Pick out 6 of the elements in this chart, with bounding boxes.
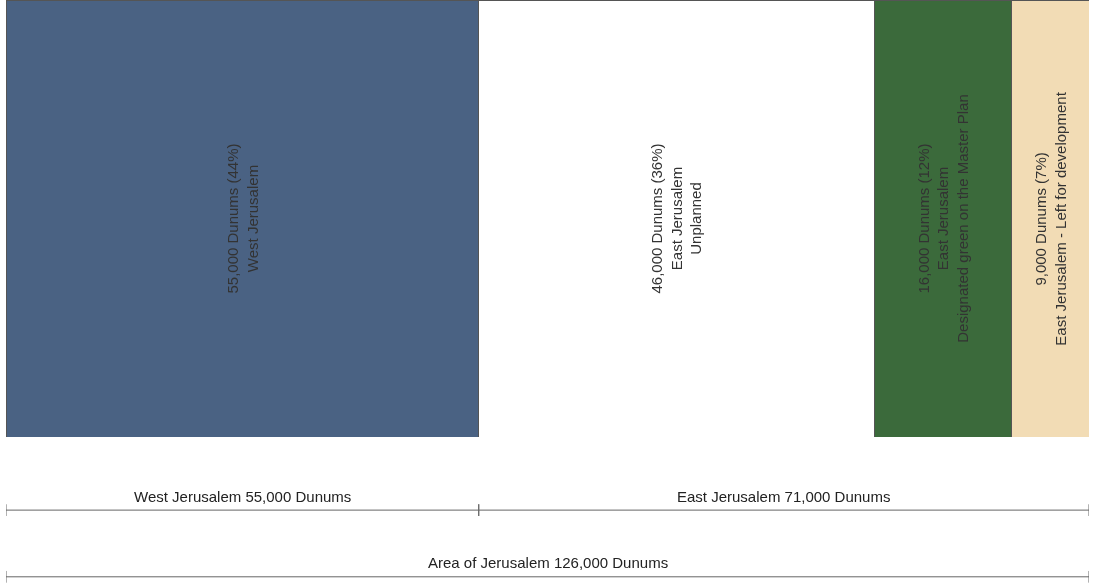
text: West Jerusalem 55,000 Dunums <box>134 488 352 505</box>
text: East Jerusalem 71,000 Dunums <box>677 488 891 505</box>
data-label: 9,000 Dunums (7%) East Jerusalem - Left for development <box>1032 91 1069 346</box>
data-label: 46,000 Dunums (36%) East Jerusalem Unplanned <box>648 143 705 294</box>
data-label: 55,000 Dunums (44%) West Jerusalem <box>224 143 261 294</box>
text: Area of Jerusalem 126,000 Dunums <box>428 554 669 571</box>
